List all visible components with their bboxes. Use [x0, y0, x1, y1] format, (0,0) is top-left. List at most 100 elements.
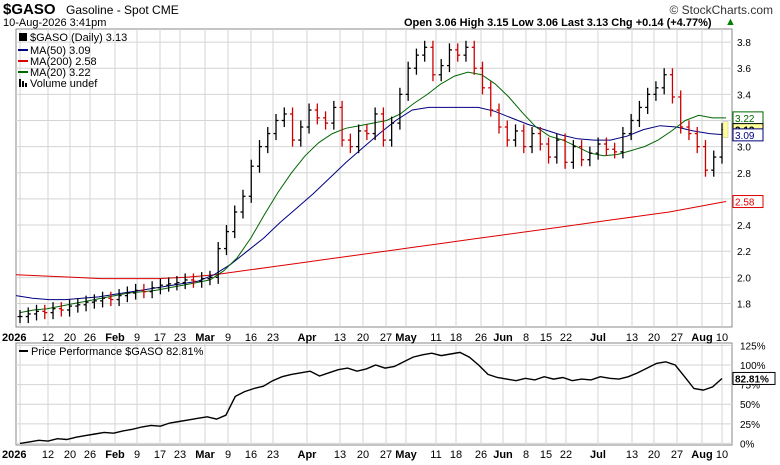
x-tick-label: 9 — [134, 332, 140, 344]
y-tick-label: 2.4 — [737, 221, 751, 232]
x-tick-label: Aug — [691, 332, 712, 344]
x-tick-label: 20 — [648, 449, 660, 461]
x-tick-label: 10 — [716, 332, 728, 344]
credit-text: © StockCharts.com — [669, 3, 773, 17]
perf-y-tick-label: 0% — [740, 439, 755, 450]
x-tick-label: 27 — [671, 332, 683, 344]
x-tick-label: 12 — [42, 332, 54, 344]
x-tick-label: 26 — [84, 332, 96, 344]
y-tick-label: 3.4 — [737, 90, 751, 101]
perf-y-tick-label: 50% — [740, 400, 760, 411]
y-tick-label: 2.0 — [737, 273, 751, 284]
main-legend-title: $GASO (Daily) 3.13 — [30, 32, 127, 44]
volume-bar-icon — [19, 79, 21, 87]
x-tick-label: 20 — [64, 332, 76, 344]
perf-value-box — [732, 371, 776, 385]
x-tick-label: 13 — [334, 332, 346, 344]
y-tick-label: 2.2 — [737, 247, 751, 258]
right-value-label: 3.22 — [735, 114, 755, 125]
perf-y-tick-label: 75% — [740, 381, 760, 392]
perf-y-tick-label: 100% — [740, 361, 766, 372]
x-tick-label: 12 — [42, 449, 54, 461]
x-tick-label: 27 — [380, 449, 392, 461]
ma200-line — [15, 201, 727, 280]
volume-bar-icon — [25, 83, 27, 87]
x-tick-label: May — [395, 449, 417, 461]
up-arrow-icon: ▲ — [725, 16, 736, 28]
instrument-name: Gasoline - Spot CME — [66, 3, 179, 17]
x-tick-label: Jul — [590, 449, 606, 461]
x-tick-label: 16 — [245, 332, 257, 344]
x-tick-label: 23 — [174, 449, 186, 461]
y-tick-label: 3.6 — [737, 64, 751, 75]
x-tick-label: Feb — [105, 332, 125, 344]
x-tick-label: 9 — [225, 332, 231, 344]
performance-line — [19, 351, 723, 445]
x-tick-label: 26 — [84, 449, 96, 461]
quote-text: Open 3.06 High 3.15 Low 3.06 Last 3.13 C… — [404, 17, 712, 29]
x-tick-label: 20 — [648, 332, 660, 344]
right-value-label: 2.58 — [735, 198, 755, 209]
y-tick-label: 1.8 — [737, 299, 751, 310]
x-tick-label: 2026 — [2, 449, 26, 461]
y-tick-label: 2.8 — [737, 169, 751, 180]
datetime-text: 10-Aug-2026 3:41pm — [3, 17, 107, 29]
x-tick-label: 22 — [560, 449, 572, 461]
x-tick-label: Feb — [105, 449, 125, 461]
x-tick-label: 15 — [540, 449, 552, 461]
legend-entry: MA(50) 3.09 — [30, 45, 91, 57]
x-tick-label: 8 — [523, 449, 529, 461]
x-tick-label: 10 — [716, 449, 728, 461]
perf-value-label: 82.81% — [735, 374, 769, 385]
last-price-marker — [722, 121, 729, 138]
performance-panel-frame — [15, 342, 733, 446]
x-tick-label: 17 — [154, 332, 166, 344]
x-tick-label: Apr — [298, 332, 318, 344]
ticker-symbol: $GASO — [3, 1, 56, 18]
right-value-label: 3.09 — [735, 131, 755, 142]
x-tick-label: Aug — [691, 449, 712, 461]
x-tick-label: 15 — [540, 332, 552, 344]
x-tick-label: 22 — [560, 332, 572, 344]
x-tick-label: 9 — [134, 449, 140, 461]
x-tick-label: 18 — [450, 332, 462, 344]
x-tick-label: May — [395, 332, 417, 344]
x-tick-label: 27 — [671, 449, 683, 461]
x-tick-label: 27 — [380, 332, 392, 344]
x-tick-label: 23 — [174, 332, 186, 344]
x-tick-label: 13 — [334, 449, 346, 461]
legend-entry: MA(200) 2.58 — [30, 56, 97, 68]
y-tick-label: 3.8 — [737, 38, 751, 49]
y-tick-label: 3.0 — [737, 143, 751, 154]
legend-entry: Volume undef — [30, 78, 98, 90]
x-tick-label: Jun — [493, 449, 513, 461]
x-tick-label: 20 — [64, 449, 76, 461]
x-tick-label: 20 — [357, 449, 369, 461]
volume-bar-icon — [22, 81, 24, 87]
x-tick-label: 26 — [475, 332, 487, 344]
main-panel-frame — [15, 28, 733, 328]
perf-legend-title: Price Performance $GASO 82.81% — [31, 346, 204, 358]
x-tick-label: 16 — [245, 449, 257, 461]
x-tick-label: 23 — [267, 449, 279, 461]
perf-y-tick-label: 25% — [740, 420, 760, 431]
price-legend-swatch — [19, 33, 27, 41]
ma50-line — [15, 106, 727, 301]
ma20-line — [19, 71, 726, 314]
x-tick-label: 20 — [357, 332, 369, 344]
legend-entry: MA(20) 3.22 — [30, 67, 91, 79]
x-tick-label: 17 — [154, 449, 166, 461]
x-tick-label: 11 — [430, 449, 441, 461]
x-tick-label: 9 — [225, 449, 231, 461]
x-tick-label: Jul — [590, 332, 606, 344]
x-tick-label: 11 — [430, 332, 441, 344]
x-tick-label: 2026 — [2, 332, 26, 344]
x-tick-label: 18 — [450, 449, 462, 461]
x-tick-label: 23 — [267, 332, 279, 344]
right-value-box — [732, 195, 764, 209]
right-value-box — [732, 128, 764, 142]
x-tick-label: 8 — [523, 332, 529, 344]
x-tick-label: 26 — [475, 449, 487, 461]
